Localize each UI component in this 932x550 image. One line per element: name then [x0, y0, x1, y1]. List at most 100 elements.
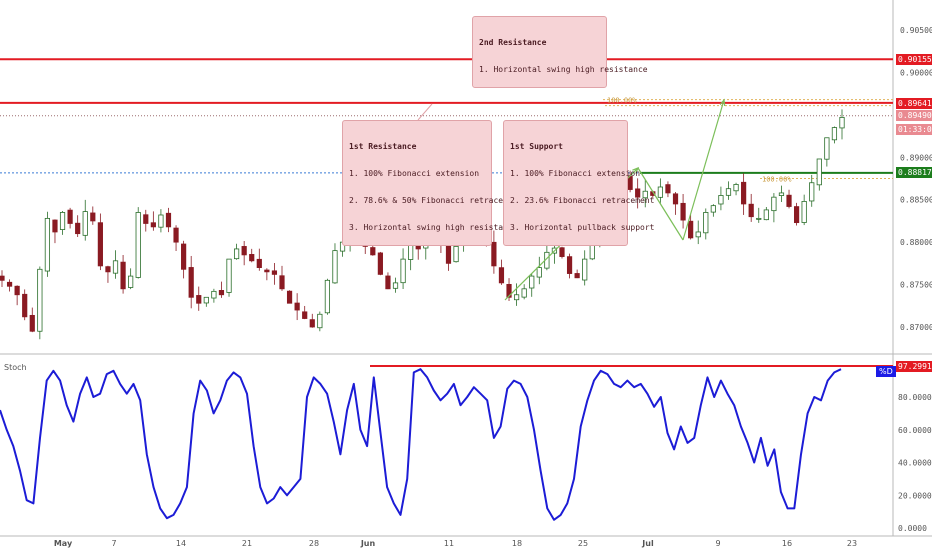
price-tick-label: 0.88000: [900, 238, 932, 247]
candle: [672, 193, 679, 205]
candle: [6, 281, 13, 287]
time-tick-label: 7: [111, 539, 116, 548]
candle: [97, 222, 103, 267]
candle: [370, 247, 376, 256]
countdown-timer: 01:33:04: [896, 124, 932, 135]
candle: [824, 137, 830, 160]
candle: [695, 231, 701, 238]
candle: [748, 203, 754, 218]
candle: [22, 293, 28, 318]
stoch-tick-label: 0.0000: [898, 524, 927, 533]
candle: [52, 219, 58, 233]
candle: [703, 212, 709, 234]
candle: [14, 285, 20, 296]
candle: [241, 246, 247, 256]
candle: [771, 196, 777, 212]
fib-retrace-line: [637, 167, 684, 241]
callout-title: 1st Support: [510, 142, 563, 151]
candle: [506, 284, 512, 298]
candle: [400, 258, 406, 284]
stoch-tick-label: 40.0000: [898, 459, 932, 468]
candle: [801, 201, 807, 223]
candle: [112, 260, 119, 274]
time-tick-label: 25: [578, 539, 588, 548]
stoch-tick-label: 20.0000: [898, 491, 932, 500]
candle: [181, 243, 187, 270]
candle: [128, 275, 134, 288]
callout-2nd-resistance: 2nd Resistance 1. Horizontal swing high …: [472, 16, 648, 88]
candle: [839, 117, 845, 129]
callout-1st-resistance: 1st Resistance 1. 100% Fibonacci extensi…: [342, 120, 523, 246]
time-tick-label: 21: [242, 539, 252, 548]
candle: [29, 314, 35, 332]
candle: [256, 258, 262, 268]
candle: [317, 313, 323, 329]
candle: [143, 214, 149, 224]
candle: [733, 184, 739, 192]
arrow-head: [719, 98, 726, 107]
stoch-tick-label: 60.0000: [898, 426, 932, 435]
callout-line: 3. Horizontal swing high resistance: [349, 223, 518, 232]
fib-label: 100.00%: [762, 176, 792, 184]
candle: [105, 266, 111, 273]
candle: [135, 212, 141, 278]
candle: [831, 127, 838, 141]
candle: [173, 227, 179, 243]
candle: [786, 194, 792, 207]
callout-1st-support: 1st Support 1. 100% Fibonacci extension …: [503, 120, 655, 246]
callout-line: 2. 23.6% Fibonacci retracement: [510, 196, 655, 205]
candle: [271, 270, 278, 275]
candle: [188, 267, 194, 298]
candle: [513, 294, 520, 301]
candle: [627, 176, 633, 190]
candle: [665, 184, 671, 194]
candle: [688, 220, 694, 239]
candle: [498, 267, 505, 284]
candle: [226, 258, 232, 293]
callout-line: 3. Horizontal pullback support: [510, 223, 655, 232]
candle: [211, 290, 217, 299]
candle: [559, 247, 565, 257]
price-tag-1st-resistance: 0.89641: [896, 98, 932, 109]
candle: [763, 209, 769, 221]
candle: [165, 212, 172, 228]
candle: [710, 205, 716, 213]
stoch-line: [0, 368, 842, 521]
candle: [264, 269, 270, 273]
candle: [491, 241, 497, 267]
candle: [67, 209, 73, 224]
candle: [37, 268, 43, 332]
candle: [566, 256, 573, 274]
candle: [582, 258, 588, 281]
fib-extension-arrow: [682, 99, 725, 241]
price-tick-label: 0.90500: [900, 26, 932, 35]
time-tick-label: 23: [847, 539, 857, 548]
candle: [59, 212, 66, 230]
candle: [657, 186, 663, 198]
candle: [302, 311, 308, 319]
candle: [529, 275, 535, 289]
stoch-last-tag: 97.2991: [896, 361, 932, 372]
price-tick-label: 0.87500: [900, 281, 932, 290]
callout-title: 2nd Resistance: [479, 38, 547, 47]
candle: [718, 195, 724, 205]
callout-line: 1. 100% Fibonacci extension: [510, 169, 641, 178]
candle: [279, 275, 285, 290]
candle: [75, 222, 81, 235]
candle: [741, 181, 747, 205]
candle: [196, 295, 202, 304]
candle: [150, 222, 156, 228]
candle: [0, 275, 5, 281]
price-tick-label: 0.88500: [900, 196, 932, 205]
candle: [536, 267, 542, 278]
time-tick-label: May: [54, 539, 73, 548]
callout-line: 2. 78.6% & 50% Fibonacci retracement: [349, 196, 523, 205]
candle: [82, 211, 88, 236]
candle: [635, 188, 641, 198]
candle: [778, 192, 785, 196]
time-tick-label: 18: [512, 539, 522, 548]
candle: [793, 206, 800, 224]
candle: [385, 275, 391, 290]
stoch-tick-label: 80.0000: [898, 393, 932, 402]
